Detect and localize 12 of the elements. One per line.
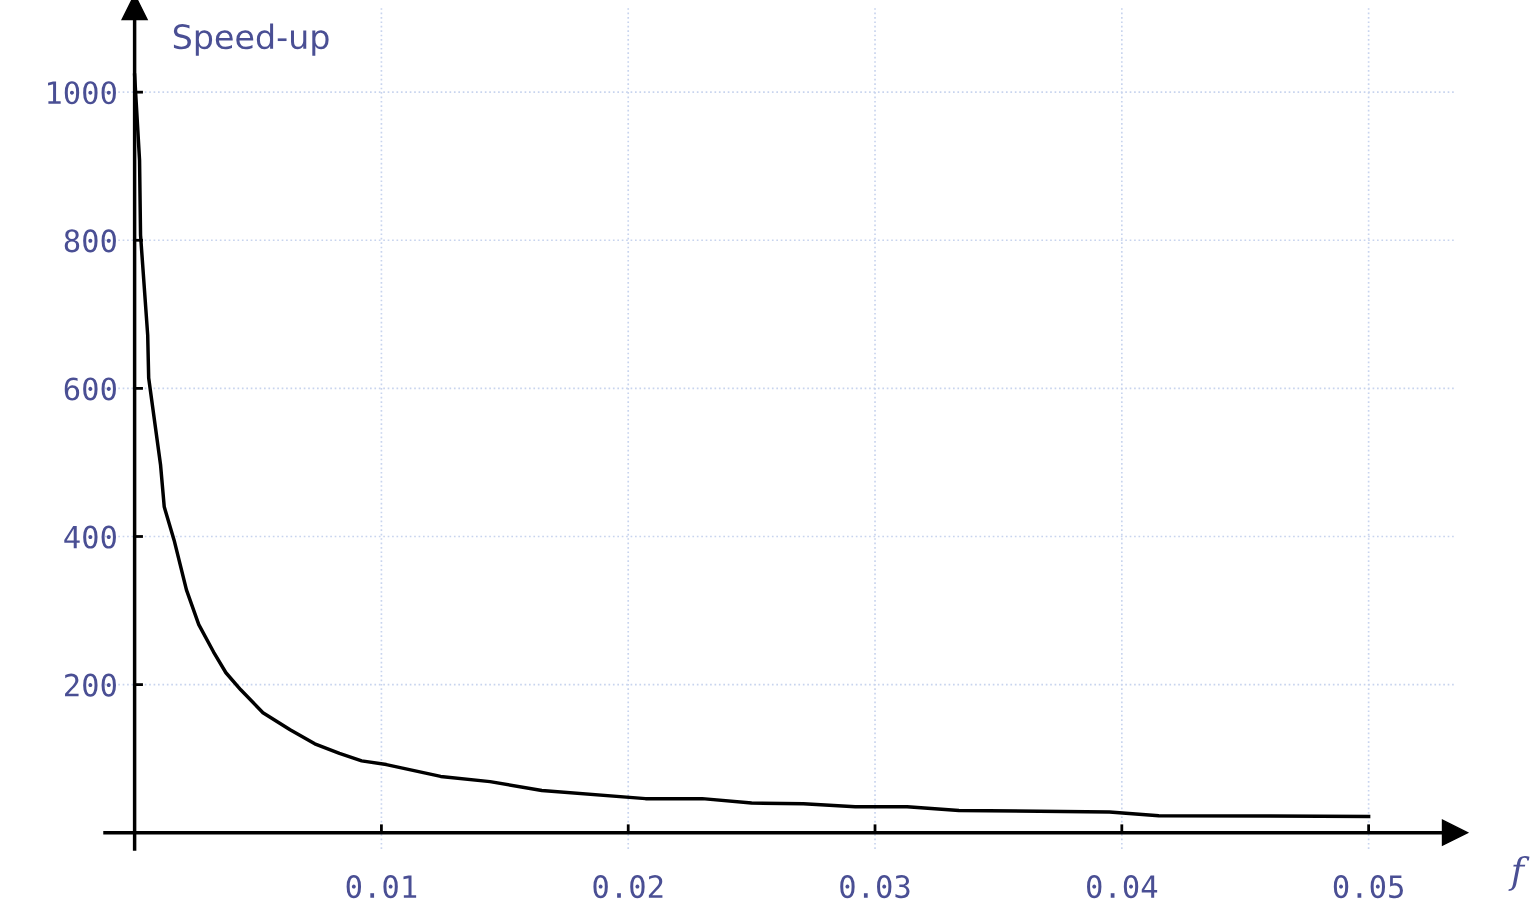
x-tick-label: 0.05 [1333, 875, 1403, 899]
y-tick-label: 600 [64, 377, 116, 401]
y-tick-label: 1000 [48, 81, 116, 105]
y-tick-label: 400 [64, 525, 116, 549]
x-tick-label: 0.04 [1087, 875, 1158, 899]
y-tick-label: 200 [65, 673, 116, 697]
x-tick-label: 0.02 [593, 875, 663, 899]
x-tick-label: 0.01 [346, 875, 417, 899]
x-tick-label: 0.03 [840, 875, 910, 899]
y-tick-label: 800 [64, 229, 116, 253]
y-axis-title: Speed-up [173, 23, 329, 56]
x-axis-title: f [1508, 855, 1530, 891]
